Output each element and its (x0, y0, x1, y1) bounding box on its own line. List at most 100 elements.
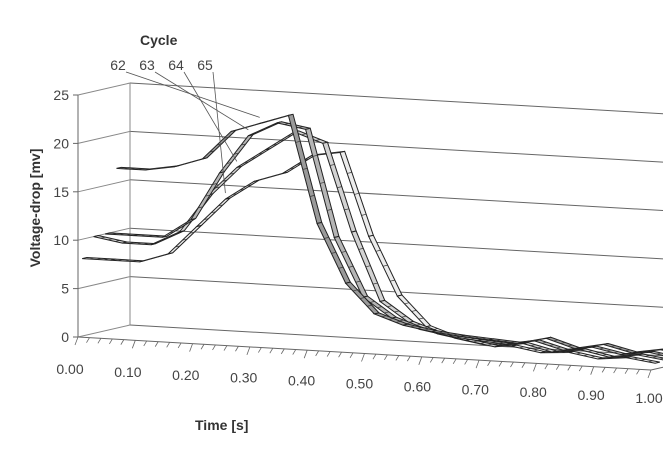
x-axis-title: Time [s] (195, 417, 248, 433)
series-63-hatch (491, 340, 497, 343)
series-65-hatch (633, 357, 639, 360)
series-63-hatch (355, 280, 361, 283)
series-65-hatch (132, 260, 138, 262)
x-tick-mark (74, 336, 79, 346)
series-64-hatch (337, 186, 342, 189)
series-65-hatch (89, 257, 95, 260)
series-64-hatch (387, 305, 393, 308)
legend-item-62: 62 (110, 57, 126, 73)
legend-item-63: 63 (139, 57, 155, 73)
x-tick-mark (280, 348, 285, 355)
series-64-hatch (630, 354, 636, 356)
x-tick-mark (212, 344, 216, 351)
side-gridline (77, 227, 131, 241)
series-65-hatch (526, 348, 531, 350)
series-65-hatch (182, 238, 188, 241)
x-tick-mark (338, 351, 342, 358)
series-65-hatch (390, 279, 395, 282)
series-65-hatch (96, 258, 102, 260)
side-gridline (77, 179, 131, 193)
side-gridline (77, 82, 131, 96)
side-gridline (77, 276, 131, 290)
series-65-hatch (518, 346, 524, 349)
series-64-hatch (501, 344, 507, 347)
series-64-hatch (222, 179, 228, 182)
series-65-hatch (576, 352, 582, 355)
legend-item-65: 65 (197, 57, 213, 73)
series-63-hatch (183, 222, 189, 225)
x-tick-mark (200, 344, 205, 350)
series-ribbons (82, 113, 663, 364)
series-64-hatch (480, 342, 486, 344)
x-axis-ticks: 0.00 0.10 0.20 0.30 0.40 0.50 0.60 0.70 0.80 0.90… (56, 336, 663, 406)
x-tick-mark (258, 347, 262, 353)
series-64-hatch (616, 355, 622, 358)
x-tick-mark (166, 342, 171, 348)
series-64-hatch (100, 236, 106, 239)
series-62-hatch (324, 237, 329, 239)
series-62-hatch (589, 345, 594, 347)
series-65-hatch (561, 351, 567, 353)
series-63-hatch (169, 231, 175, 234)
series-65-hatch (318, 153, 324, 156)
series-62-hatch (302, 168, 308, 170)
series-62-hatch (474, 336, 480, 339)
series-64-hatch (258, 152, 264, 155)
legend-items: 62 63 64 65 (110, 57, 260, 194)
series-64-hatch (623, 354, 629, 357)
series-62-hatch (510, 341, 516, 343)
x-tick-mark (544, 363, 549, 370)
series-62-hatch (137, 168, 143, 170)
series-63-segment (649, 350, 663, 357)
y-axis-ticks: 0 5 10 15 20 25 (53, 87, 78, 345)
series-62-hatch (352, 289, 358, 292)
series-65-hatch (418, 317, 424, 320)
series-63-hatch (484, 340, 490, 342)
x-tick-label: 0.80 (520, 384, 547, 400)
series-65-hatch (533, 349, 539, 352)
series-65-hatch (583, 354, 589, 357)
series-62-hatch (273, 117, 279, 120)
series-62-hatch (445, 332, 451, 335)
y-tick-label: 20 (53, 135, 69, 151)
x-tick-mark (578, 365, 583, 372)
series-63-hatch (549, 344, 554, 347)
series-63-hatch (470, 338, 476, 340)
series-63-hatch (319, 181, 325, 184)
series-64-hatch (508, 343, 514, 346)
y-tick-label: 10 (53, 232, 69, 248)
series-65-ribbon (82, 150, 660, 364)
x-tick-mark (475, 359, 480, 369)
series-64-hatch (544, 348, 550, 351)
series-63-hatch (226, 162, 232, 164)
series-65-hatch (361, 213, 367, 216)
series-63-hatch (498, 341, 504, 344)
x-tick-mark (177, 342, 182, 349)
series-62-hatch (188, 161, 193, 164)
series-64-hatch (487, 343, 493, 346)
series-65-hatch (211, 211, 216, 214)
series-62-hatch (238, 128, 244, 130)
x-tick-mark (441, 357, 446, 364)
series-63-hatch (599, 347, 605, 350)
series-65-hatch (239, 188, 245, 191)
series-63-hatch (112, 232, 117, 235)
x-tick-mark (395, 355, 400, 361)
x-tick-mark (533, 363, 537, 372)
series-62-hatch (223, 136, 229, 139)
series-65-hatch (411, 310, 417, 312)
series-62-hatch (567, 344, 573, 347)
series-62-hatch (467, 335, 473, 338)
series-63-hatch (176, 226, 182, 229)
x-tick-label: 0.20 (172, 367, 199, 383)
series-64-hatch (272, 143, 278, 146)
series-64-hatch (301, 133, 307, 136)
series-65-hatch (218, 204, 224, 207)
series-64-hatch (602, 354, 607, 356)
series-63-hatch (312, 154, 318, 157)
x-tick-mark (601, 367, 606, 373)
series-62-hatch (130, 167, 136, 170)
series-64-hatch (537, 346, 543, 349)
series-65-hatch (647, 360, 653, 363)
